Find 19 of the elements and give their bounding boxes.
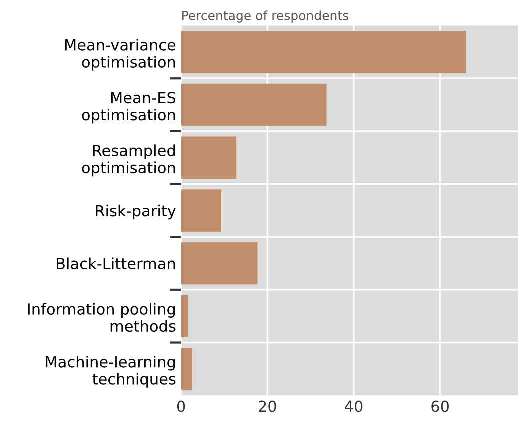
y-tick-label: Mean-variance optimisation	[65, 39, 176, 71]
y-tick-label: Risk-parity	[96, 204, 176, 220]
bar	[181, 295, 188, 338]
y-tick-label: Information pooling methods	[28, 303, 176, 332]
bar	[181, 242, 258, 285]
bar	[181, 31, 466, 74]
x-tick-label: 60	[432, 400, 450, 412]
y-tick-label: Resampled optimisation	[82, 144, 176, 177]
y-tick-label: Machine-learning techniques	[46, 356, 176, 388]
bar	[181, 190, 222, 232]
x-axis-title: Percentage of respondents	[182, 10, 349, 23]
x-tick-label: 0	[177, 400, 186, 412]
y-tick-label: Mean-ES optimisation	[82, 92, 176, 124]
x-tick-label: 40	[344, 400, 363, 412]
x-tick-label: 20	[259, 400, 276, 412]
bar	[181, 348, 193, 390]
bar	[181, 136, 237, 180]
y-tick-label: Black-Litterman	[57, 258, 176, 270]
bar	[181, 84, 327, 126]
